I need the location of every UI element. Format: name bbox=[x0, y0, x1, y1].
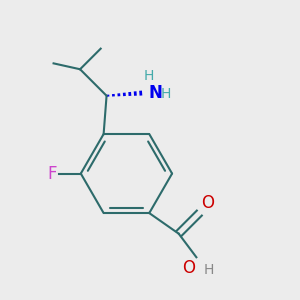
Text: N: N bbox=[148, 84, 162, 102]
Text: H: H bbox=[143, 69, 154, 83]
Text: F: F bbox=[48, 165, 57, 183]
Text: H: H bbox=[161, 87, 171, 101]
Text: O: O bbox=[182, 259, 195, 277]
Text: O: O bbox=[201, 194, 214, 211]
Text: H: H bbox=[204, 262, 214, 277]
